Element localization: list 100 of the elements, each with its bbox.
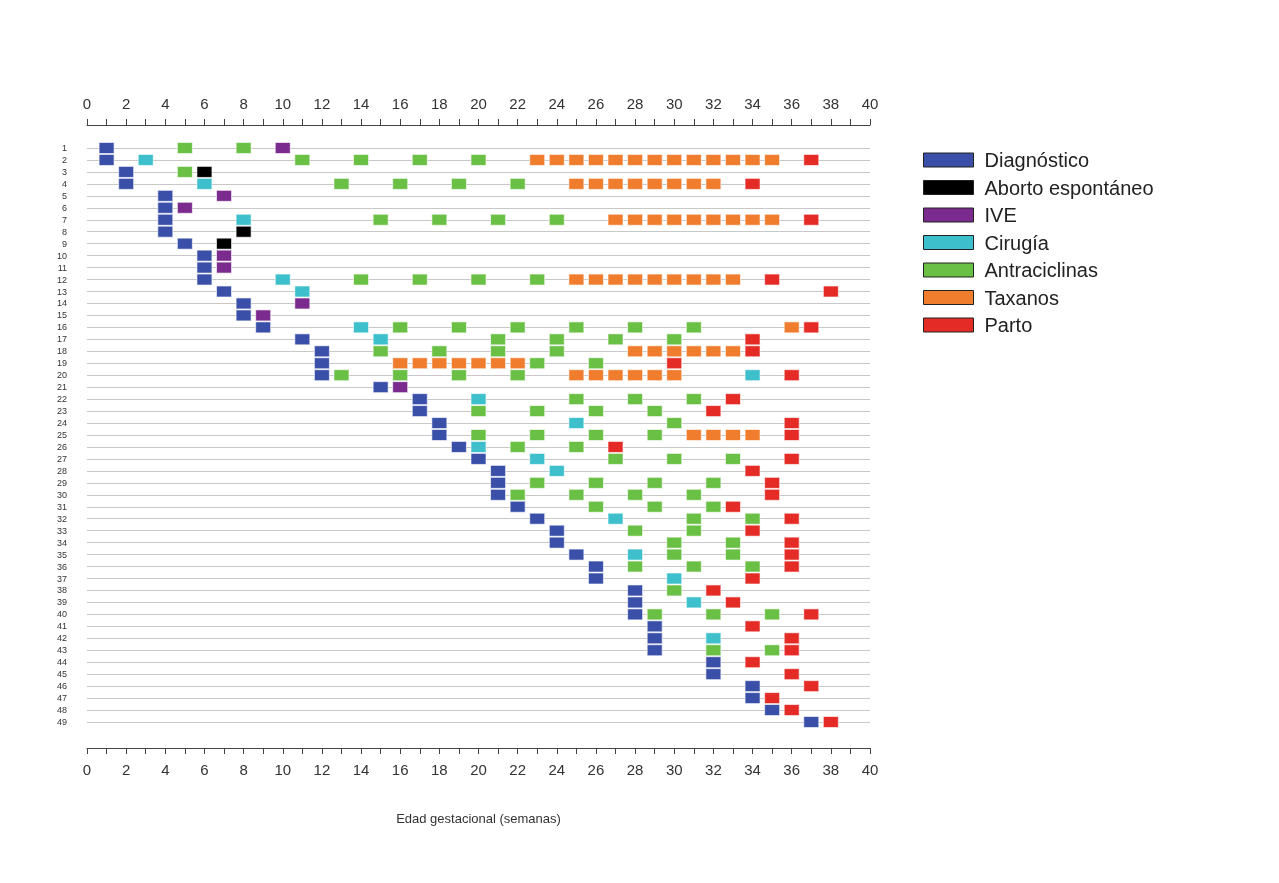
point [725,500,741,513]
point [411,405,428,417]
point [705,584,722,597]
y-tick-label: 7 [61,214,67,225]
point [216,261,232,274]
y-tick-label: 29 [56,477,67,488]
y-tick-label: 32 [56,513,67,524]
point [744,333,761,346]
point [353,321,369,334]
x-axis-title: Edad gestacional (semanas) [396,811,561,826]
y-tick-label: 24 [56,418,67,429]
point [783,668,800,680]
point [216,190,232,202]
x2-tick-label: 6 [200,761,209,778]
point [783,560,800,573]
point [274,142,291,154]
y-tick-label: 35 [56,549,67,560]
y-tick-label: 39 [56,597,67,608]
point [255,321,271,334]
y-tick-label: 34 [56,537,67,548]
point [607,441,624,453]
point [764,704,780,716]
point [470,441,487,453]
point [294,285,311,298]
point [157,213,174,226]
point [783,644,800,657]
point [235,213,252,226]
point [705,632,722,645]
point [137,154,154,166]
point [157,201,174,214]
point [803,608,820,621]
y-tick-label: 44 [56,657,67,668]
y-tick-label: 10 [56,250,67,261]
point [411,393,428,405]
x-tick-label: 12 [313,95,331,112]
point [196,178,213,190]
y-tick-label: 20 [56,370,67,381]
point [607,512,624,525]
x-tick-label: 30 [665,95,683,112]
y-tick-label: 11 [57,262,67,273]
point [744,178,761,190]
point [431,429,448,441]
x-tick-label: 32 [705,95,722,112]
y-tick-label: 46 [56,681,67,692]
point [314,369,330,382]
point [470,393,487,405]
point [314,345,330,358]
x-tick-label: 2 [121,95,131,112]
x-tick-label: 36 [783,95,801,112]
point [666,572,683,585]
point [118,178,134,190]
y-tick-label: 45 [56,669,67,680]
point [196,166,213,178]
y-tick-label: 18 [56,346,67,357]
y-tick-label: 31 [56,501,67,512]
y-tick-label: 2 [61,154,67,165]
point [705,668,722,680]
y-tick-label: 17 [56,334,67,345]
x-tick-label: 38 [822,95,840,112]
point [783,512,800,525]
x2-tick-label: 4 [161,761,170,778]
point [725,393,741,405]
point [803,321,820,334]
point [549,465,565,477]
point [294,333,311,346]
y-tick-label: 15 [56,310,67,321]
y-tick-label: 14 [56,298,67,309]
y-tick-label: 12 [56,274,67,285]
y-tick-label: 49 [56,717,67,727]
legend-label: IVE [984,204,1017,226]
point [783,548,800,561]
point [705,405,722,417]
y-tick-label: 13 [56,286,67,297]
y-tick-label: 42 [56,633,67,644]
legend-label: Cirugía [984,231,1050,254]
point [549,524,565,537]
x2-tick-label: 18 [431,761,448,778]
point [431,417,448,429]
legend-label: Parto [984,314,1033,336]
point [470,453,487,465]
x2-tick-label: 10 [274,761,292,778]
x-tick-label: 24 [548,95,566,112]
point [783,704,800,716]
x-tick-label: 14 [352,95,370,112]
point [216,249,232,262]
y-tick-label: 25 [56,430,67,440]
x2-tick-label: 22 [509,761,526,778]
legend-label: Diagnóstico [984,149,1090,171]
point [725,596,741,609]
x-tick-label: 40 [861,95,879,112]
point [744,524,761,537]
x2-tick-label: 26 [587,761,605,778]
x-tick-label: 6 [200,95,209,112]
legend-label: Antraciclinas [984,259,1098,281]
point [744,465,761,477]
y-tick-label: 1 [61,143,67,153]
point [744,692,761,704]
point [314,357,330,370]
x2-tick-label: 2 [121,761,131,778]
y-tick-label: 4 [61,178,67,189]
